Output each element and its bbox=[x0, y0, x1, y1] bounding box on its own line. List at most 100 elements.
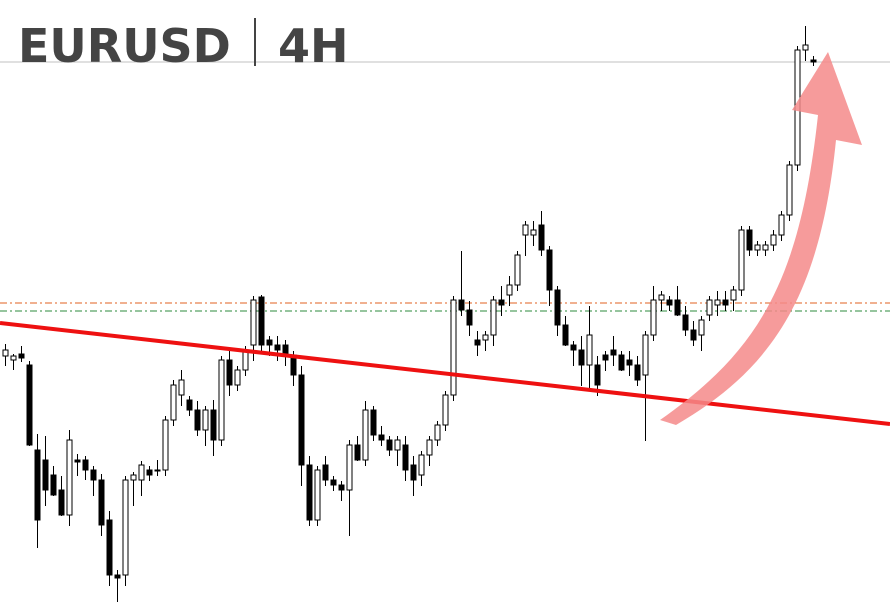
candle-body bbox=[346, 444, 353, 491]
candle-body bbox=[594, 364, 601, 386]
candle-body bbox=[490, 299, 497, 336]
candle-body bbox=[170, 384, 177, 421]
candle-body bbox=[810, 59, 817, 63]
candle-body bbox=[58, 489, 65, 516]
candle-body bbox=[498, 299, 505, 306]
candle-body bbox=[402, 444, 409, 471]
candle-body bbox=[626, 359, 633, 366]
candle-body bbox=[330, 479, 337, 486]
candle-body bbox=[18, 353, 25, 359]
candle-body bbox=[274, 344, 281, 351]
candle-body bbox=[122, 479, 129, 576]
candle-body bbox=[722, 299, 729, 306]
candle-body bbox=[354, 444, 361, 461]
candle-body bbox=[394, 439, 401, 451]
candle-body bbox=[386, 439, 393, 451]
candle-body bbox=[42, 459, 49, 491]
up-arrow bbox=[660, 52, 862, 425]
candle-body bbox=[322, 464, 329, 481]
candle-body bbox=[658, 294, 665, 301]
candle-body bbox=[586, 334, 593, 366]
candle-body bbox=[418, 454, 425, 476]
candle-body bbox=[562, 324, 569, 346]
candle-body bbox=[506, 284, 513, 296]
trendline bbox=[0, 321, 890, 426]
candle-body bbox=[778, 214, 785, 236]
candle-body bbox=[338, 484, 345, 491]
candle-body bbox=[698, 319, 705, 336]
candle-body bbox=[538, 224, 545, 251]
candle-body bbox=[610, 349, 617, 356]
candle-body bbox=[690, 329, 697, 341]
candle-body bbox=[226, 359, 233, 386]
candle-body bbox=[250, 299, 257, 346]
candle-body bbox=[706, 299, 713, 316]
candle-body bbox=[578, 349, 585, 366]
candle-body bbox=[570, 344, 577, 351]
candle-body bbox=[66, 439, 73, 516]
candle-body bbox=[482, 334, 489, 341]
candle-body bbox=[202, 409, 209, 431]
candle-body bbox=[450, 299, 457, 396]
candle-body bbox=[90, 469, 97, 481]
candle-body bbox=[786, 164, 793, 216]
candle-body bbox=[162, 419, 169, 471]
candle-body bbox=[714, 299, 721, 306]
candle-body bbox=[82, 459, 89, 471]
candle-body bbox=[74, 459, 81, 463]
candle-body bbox=[474, 339, 481, 346]
candle-body bbox=[618, 354, 625, 371]
candle-body bbox=[738, 229, 745, 291]
candle-body bbox=[26, 364, 33, 446]
candle-body bbox=[378, 434, 385, 441]
candle-body bbox=[554, 289, 561, 326]
candle-body bbox=[466, 309, 473, 326]
candle-body bbox=[306, 464, 313, 521]
candle-body bbox=[770, 234, 777, 246]
candle-body bbox=[106, 519, 113, 576]
candle-body bbox=[634, 364, 641, 381]
candle-body bbox=[114, 574, 121, 579]
candle-body bbox=[370, 409, 377, 436]
candle-body bbox=[178, 379, 185, 396]
candle-body bbox=[194, 409, 201, 431]
candle-body bbox=[442, 394, 449, 426]
candle-body bbox=[434, 424, 441, 441]
candle-body bbox=[410, 464, 417, 481]
candle-body bbox=[730, 289, 737, 301]
candle-body bbox=[522, 224, 529, 236]
candle-body bbox=[602, 354, 609, 361]
candle-body bbox=[218, 359, 225, 441]
candle-body bbox=[146, 469, 153, 476]
candle-body bbox=[154, 469, 161, 472]
candle-body bbox=[234, 369, 241, 386]
candle-body bbox=[746, 229, 753, 251]
candle-body bbox=[50, 474, 57, 496]
candle-body bbox=[530, 229, 537, 236]
candle-body bbox=[186, 399, 193, 411]
candle-body bbox=[426, 439, 433, 456]
candle-body bbox=[298, 374, 305, 466]
candle-body bbox=[458, 299, 465, 311]
candle-body bbox=[130, 474, 137, 481]
candle-body bbox=[34, 449, 41, 521]
candle-body bbox=[546, 249, 553, 291]
candle-body bbox=[650, 299, 657, 336]
candle-body bbox=[210, 409, 217, 441]
candle-body bbox=[10, 355, 17, 361]
candle-body bbox=[666, 299, 673, 306]
candle-body bbox=[98, 479, 105, 526]
candle-body bbox=[762, 244, 769, 251]
candle-body bbox=[362, 409, 369, 461]
candle-body bbox=[754, 244, 761, 251]
candle-body bbox=[2, 349, 9, 357]
candle-body bbox=[642, 334, 649, 376]
candle-body bbox=[682, 314, 689, 331]
candle-body bbox=[514, 254, 521, 286]
candle-body bbox=[314, 469, 321, 521]
chart-title: EURUSD bbox=[18, 19, 231, 73]
candle-body bbox=[138, 464, 145, 481]
candle-body bbox=[258, 296, 265, 346]
candle-body bbox=[266, 339, 273, 346]
